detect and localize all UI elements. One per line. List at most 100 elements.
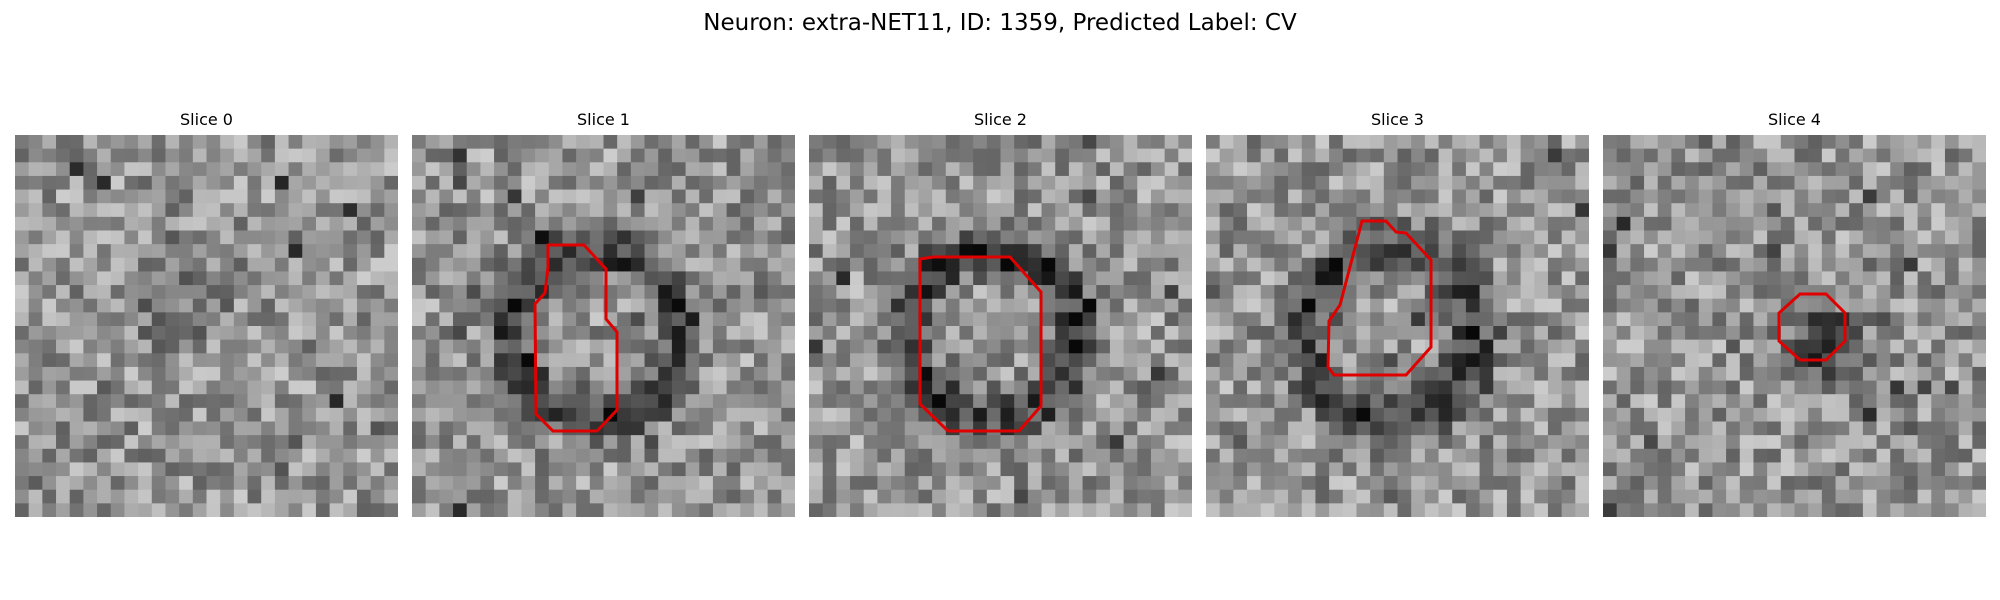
image-pixel: [1903, 476, 1919, 491]
image-pixel: [877, 312, 892, 327]
image-pixel: [877, 230, 892, 245]
image-pixel: [1821, 366, 1837, 382]
image-pixel: [1890, 230, 1905, 245]
image-pixel: [548, 175, 564, 191]
image-pixel: [1808, 462, 1823, 477]
image-pixel: [1944, 271, 1960, 286]
image-pixel: [603, 353, 618, 368]
image-pixel: [1493, 162, 1508, 177]
image-pixel: [1493, 148, 1508, 163]
image-pixel: [42, 148, 57, 163]
image-pixel: [1082, 366, 1097, 382]
image-pixel: [850, 489, 865, 504]
image-pixel: [370, 135, 385, 150]
image-pixel: [1342, 189, 1358, 204]
image-pixel: [809, 230, 824, 245]
image-pixel: [453, 462, 468, 477]
image-pixel: [1452, 326, 1467, 341]
image-pixel: [425, 476, 440, 491]
image-pixel: [836, 353, 851, 368]
image-pixel: [1698, 175, 1714, 191]
image-pixel: [1247, 366, 1262, 382]
image-pixel: [891, 326, 906, 341]
image-pixel: [891, 298, 906, 313]
image-pixel: [986, 435, 1002, 450]
image-pixel: [1260, 394, 1275, 409]
image-pixel: [384, 216, 398, 232]
image-pixel: [1027, 189, 1043, 204]
image-pixel: [480, 312, 495, 327]
image-pixel: [1671, 148, 1686, 163]
image-pixel: [932, 216, 947, 232]
image-pixel: [1493, 244, 1508, 259]
image-pixel: [110, 489, 126, 504]
image-pixel: [836, 271, 851, 286]
image-pixel: [1534, 394, 1549, 409]
image-pixel: [1712, 421, 1727, 436]
image-pixel: [494, 257, 509, 273]
image-pixel: [1137, 339, 1152, 354]
image-pixel: [179, 257, 194, 273]
image-pixel: [576, 298, 591, 313]
image-pixel: [1370, 489, 1385, 504]
image-pixel: [548, 476, 564, 491]
image-pixel: [507, 353, 523, 368]
image-pixel: [1944, 353, 1960, 368]
image-pixel: [192, 244, 208, 259]
image-pixel: [384, 285, 398, 300]
image-pixel: [1767, 244, 1782, 259]
image-pixel: [343, 189, 358, 204]
image-pixel: [863, 203, 878, 218]
image-pixel: [1164, 189, 1179, 204]
image-pixel: [1383, 503, 1399, 517]
image-pixel: [1534, 271, 1549, 286]
image-pixel: [1260, 148, 1275, 163]
image-pixel: [850, 462, 865, 477]
image-pixel: [343, 366, 358, 382]
image-pixel: [1247, 257, 1262, 273]
image-pixel: [1452, 216, 1467, 232]
image-pixel: [1109, 230, 1125, 245]
image-pixel: [56, 476, 71, 491]
image-pixel: [630, 421, 646, 436]
image-pixel: [1137, 271, 1152, 286]
slice-title: Slice 1: [577, 110, 630, 129]
image-pixel: [110, 244, 126, 259]
image-pixel: [726, 271, 741, 286]
image-pixel: [1944, 203, 1960, 218]
image-pixel: [1123, 366, 1138, 382]
image-pixel: [1630, 189, 1645, 204]
image-pixel: [535, 503, 550, 517]
image-pixel: [1274, 462, 1289, 477]
image-pixel: [1219, 162, 1234, 177]
image-pixel: [1274, 244, 1289, 259]
image-pixel: [1356, 175, 1371, 191]
image-pixel: [918, 489, 933, 504]
image-pixel: [439, 462, 454, 477]
image-pixel: [56, 448, 71, 464]
image-pixel: [1616, 448, 1631, 464]
image-pixel: [1616, 162, 1631, 177]
image-pixel: [1849, 175, 1864, 191]
image-pixel: [507, 189, 523, 204]
image-pixel: [891, 175, 906, 191]
image-pixel: [1397, 189, 1412, 204]
image-pixel: [1958, 244, 1973, 259]
image-pixel: [1561, 339, 1576, 354]
image-pixel: [1958, 271, 1973, 286]
image-pixel: [1301, 203, 1317, 218]
image-pixel: [945, 503, 961, 517]
image-pixel: [42, 285, 57, 300]
image-pixel: [1561, 421, 1576, 436]
image-pixel: [1671, 489, 1686, 504]
image-pixel: [726, 339, 741, 354]
image-pixel: [97, 366, 112, 382]
image-pixel: [617, 312, 632, 327]
image-pixel: [247, 448, 262, 464]
image-pixel: [1739, 380, 1755, 395]
image-pixel: [1027, 312, 1043, 327]
image-pixel: [1821, 421, 1837, 436]
image-pixel: [124, 257, 139, 273]
image-pixel: [740, 203, 755, 218]
image-pixel: [1247, 135, 1262, 150]
